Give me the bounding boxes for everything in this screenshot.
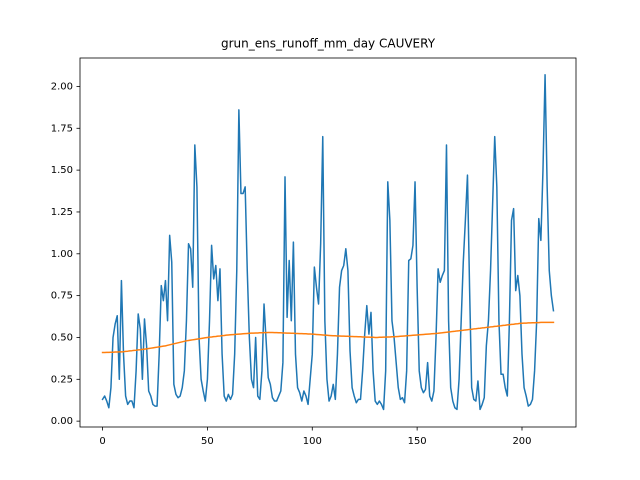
y-tick-label: 0.50	[51, 332, 73, 343]
y-tick-label: 1.75	[51, 123, 73, 134]
y-tick-label: 0.00	[51, 416, 73, 427]
y-tick-label: 0.75	[51, 291, 73, 302]
y-tick-label: 1.25	[51, 207, 73, 218]
y-tick-label: 1.00	[51, 249, 73, 260]
x-tick-label: 100	[303, 436, 322, 447]
data-line	[101, 73, 555, 411]
x-tick-label: 150	[408, 436, 427, 447]
plot-frame	[79, 57, 577, 428]
chart-title: grun_ens_runoff_mm_day CAUVERY	[221, 37, 436, 51]
y-tick-label: 2.00	[51, 81, 73, 92]
data-line	[101, 321, 555, 354]
y-tick-label: 1.50	[51, 165, 73, 176]
x-tick-label: 0	[99, 436, 105, 447]
y-tick-label: 0.25	[51, 374, 73, 385]
x-tick-label: 50	[201, 436, 214, 447]
x-tick-label: 200	[512, 436, 531, 447]
